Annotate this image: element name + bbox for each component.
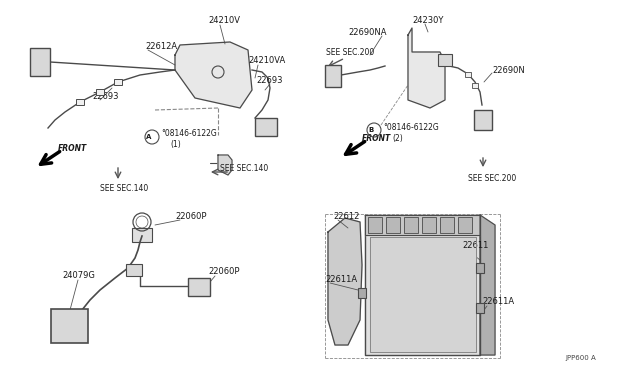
FancyBboxPatch shape: [126, 264, 142, 276]
FancyBboxPatch shape: [476, 303, 484, 313]
FancyBboxPatch shape: [422, 217, 436, 233]
Text: (2): (2): [392, 134, 403, 142]
FancyBboxPatch shape: [476, 263, 484, 273]
FancyBboxPatch shape: [474, 110, 492, 130]
Text: SEE SEC.200: SEE SEC.200: [326, 48, 374, 57]
Text: 24210VA: 24210VA: [248, 55, 285, 64]
FancyBboxPatch shape: [438, 54, 452, 66]
Polygon shape: [370, 237, 476, 352]
Text: °08146-6122G: °08146-6122G: [161, 128, 217, 138]
FancyBboxPatch shape: [386, 217, 400, 233]
Text: 22690NA: 22690NA: [348, 28, 387, 36]
FancyBboxPatch shape: [76, 99, 84, 105]
Text: 22693: 22693: [92, 92, 118, 100]
Text: 24230Y: 24230Y: [412, 16, 444, 25]
Polygon shape: [328, 218, 362, 345]
FancyBboxPatch shape: [458, 217, 472, 233]
FancyBboxPatch shape: [358, 288, 366, 298]
Polygon shape: [480, 215, 495, 355]
FancyBboxPatch shape: [404, 217, 418, 233]
FancyBboxPatch shape: [255, 118, 277, 136]
FancyBboxPatch shape: [51, 309, 88, 343]
Text: B: B: [369, 127, 374, 133]
Text: 22060P: 22060P: [175, 212, 207, 221]
Text: 22612A: 22612A: [145, 42, 177, 51]
FancyBboxPatch shape: [472, 83, 478, 88]
Polygon shape: [218, 155, 232, 175]
Text: SEE SEC.200: SEE SEC.200: [468, 173, 516, 183]
FancyBboxPatch shape: [440, 217, 454, 233]
Text: FRONT: FRONT: [58, 144, 87, 153]
Text: FRONT: FRONT: [362, 134, 391, 142]
Text: 22611: 22611: [462, 241, 488, 250]
Polygon shape: [365, 215, 480, 355]
Text: (1): (1): [170, 140, 180, 148]
Polygon shape: [365, 215, 480, 235]
FancyBboxPatch shape: [30, 48, 50, 76]
FancyBboxPatch shape: [465, 72, 471, 77]
Text: 24210V: 24210V: [208, 16, 240, 25]
FancyBboxPatch shape: [188, 278, 210, 296]
Text: 22693: 22693: [256, 76, 282, 84]
Text: 22060P: 22060P: [208, 267, 239, 276]
FancyBboxPatch shape: [325, 65, 341, 87]
FancyBboxPatch shape: [96, 89, 104, 95]
Text: 22611A: 22611A: [325, 276, 357, 285]
Text: 24079G: 24079G: [62, 272, 95, 280]
Text: A: A: [147, 134, 152, 140]
Polygon shape: [408, 28, 445, 108]
Text: 22612: 22612: [333, 212, 360, 221]
Text: SEE SEC.140: SEE SEC.140: [220, 164, 268, 173]
Text: JPP600 A: JPP600 A: [565, 355, 596, 361]
FancyBboxPatch shape: [368, 217, 382, 233]
Polygon shape: [175, 42, 252, 108]
FancyBboxPatch shape: [132, 228, 152, 242]
Text: 22690N: 22690N: [492, 65, 525, 74]
Text: SEE SEC.140: SEE SEC.140: [100, 183, 148, 192]
Text: 22611A: 22611A: [482, 298, 514, 307]
FancyBboxPatch shape: [114, 79, 122, 85]
Text: °08146-6122G: °08146-6122G: [383, 122, 439, 131]
